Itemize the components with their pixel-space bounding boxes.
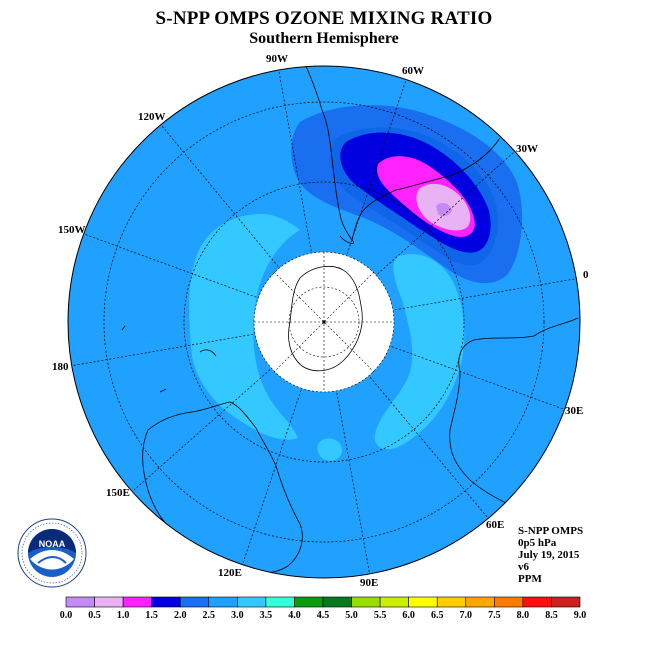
- info-block: S-NPP OMPS 0p5 hPa July 19, 2015 v6 PPM: [518, 525, 583, 585]
- colorbar-cell: [151, 596, 181, 608]
- lon-label-60e: 60E: [486, 519, 504, 531]
- colorbar-cell: [322, 596, 352, 608]
- colorbar-tick-label: 0.0: [60, 610, 73, 621]
- colorbar-tick-label: 8.5: [545, 610, 558, 621]
- colorbar-tick-label: 0.5: [88, 610, 101, 621]
- colorbar-cell: [94, 596, 124, 608]
- map-title: S-NPP OMPS OZONE MIXING RATIO: [155, 8, 493, 29]
- lon-label-150w: 150W: [58, 224, 86, 236]
- colorbar-cell: [208, 596, 238, 608]
- colorbar-cell: [265, 596, 295, 608]
- colorbar-tick-label: 2.5: [203, 610, 216, 621]
- lon-label-90w: 90W: [266, 53, 288, 65]
- colorbar-cell: [65, 596, 95, 608]
- colorbar-tick-label: 4.0: [288, 610, 301, 621]
- info-level: 0p5 hPa: [518, 537, 557, 549]
- graticule: [69, 66, 580, 577]
- lon-label-60w: 60W: [402, 65, 424, 77]
- lon-label-120w: 120W: [138, 111, 166, 123]
- colorbar-tick-label: 5.5: [374, 610, 387, 621]
- lon-label-120e: 120E: [218, 567, 242, 579]
- colorbar-cell: [294, 596, 324, 608]
- colorbar-tick-label: 8.0: [517, 610, 530, 621]
- info-date: July 19, 2015: [518, 549, 580, 561]
- colorbar-tick-label: 1.5: [145, 610, 158, 621]
- map-subtitle: Southern Hemisphere: [249, 30, 399, 47]
- info-instrument: S-NPP OMPS: [518, 525, 584, 537]
- colorbar-tick-label: 7.5: [488, 610, 501, 621]
- colorbar-cell: [379, 596, 409, 608]
- colorbar-cells: [65, 596, 581, 608]
- noaa-logo-text: NOAA: [39, 539, 66, 549]
- colorbar-cell: [408, 596, 438, 608]
- lon-label-90e: 90E: [360, 577, 378, 589]
- colorbar-cell: [122, 596, 152, 608]
- colorbar-cell: [551, 596, 581, 608]
- contour-0-0: [436, 203, 452, 217]
- colorbar-tick-label: 5.0: [345, 610, 358, 621]
- colorbar-tick-label: 1.0: [117, 610, 130, 621]
- contour-3-5-east: [374, 254, 465, 450]
- colorbar-tick-label: 2.0: [174, 610, 187, 621]
- lon-label-150e: 150E: [106, 487, 130, 499]
- colorbar-tick-label: 6.0: [402, 610, 415, 621]
- colorbar-cell: [494, 596, 524, 608]
- colorbar-tick-label: 4.5: [317, 610, 330, 621]
- colorbar-tick-label: 6.5: [431, 610, 444, 621]
- lon-label-30e: 30E: [565, 405, 583, 417]
- colorbar-cell: [436, 596, 467, 608]
- colorbar-cell: [237, 596, 267, 608]
- polar-ozone-map: 90W 60W 30W 0 30E 60E 90E 120E 150E 180 …: [17, 53, 589, 589]
- colorbar-cell: [179, 596, 210, 608]
- antarctica-coast: [288, 265, 363, 372]
- colorbar-tick-label: 3.5: [260, 610, 273, 621]
- colorbar-tick-label: 7.0: [460, 610, 473, 621]
- colorbar-cell: [522, 596, 552, 608]
- lon-label-0: 0: [583, 269, 589, 281]
- contour-3-5-west: [189, 214, 300, 440]
- lon-label-180: 180: [52, 361, 69, 373]
- colorbar-tick-label: 9.0: [574, 610, 587, 621]
- colorbar-cell: [351, 596, 381, 608]
- info-version: v6: [518, 561, 529, 573]
- colorbar-cell: [465, 596, 495, 608]
- colorbar-tick-label: 3.0: [231, 610, 244, 621]
- info-units: PPM: [518, 573, 542, 585]
- noaa-logo: NOAA: [17, 518, 87, 588]
- south-pole-dot: [322, 320, 326, 324]
- map-border: [67, 65, 581, 579]
- contour-3-5-small: [317, 438, 342, 461]
- lon-label-30w: 30W: [516, 143, 538, 155]
- colorbar-ticks: 0.0 0.5 1.0 1.5 2.0 2.5 3.0 3.5 4.0 4.5 5.0 5.5 6.0 6…: [60, 610, 587, 621]
